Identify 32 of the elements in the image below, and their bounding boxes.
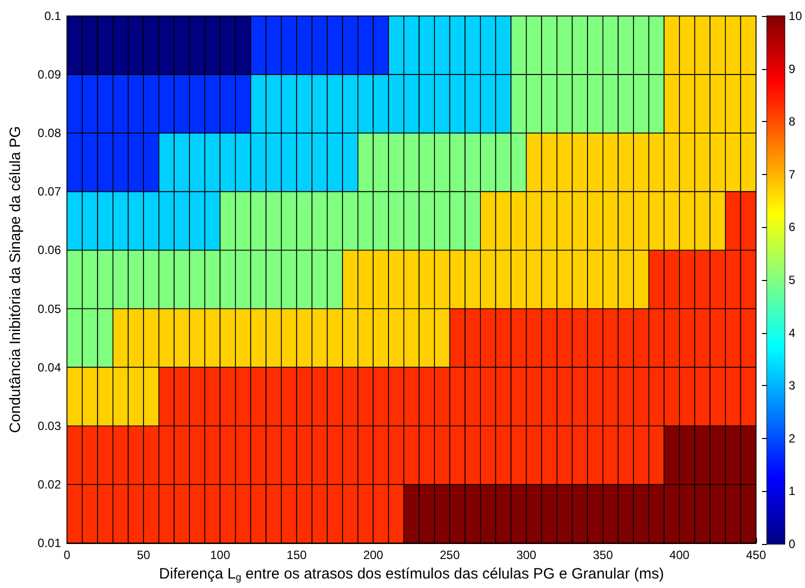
y-tick-label: 0.07: [38, 184, 62, 199]
color-bar-label: 7: [788, 167, 796, 182]
y-tick-label: 0.01: [38, 536, 62, 550]
color-bar-label: 6: [788, 220, 796, 234]
color-bar-label: 2: [788, 431, 796, 446]
color-bar-label: 9: [788, 62, 796, 76]
x-tick-label: 100: [210, 548, 230, 562]
x-tick-label: 50: [136, 548, 151, 562]
color-bar-label: 1: [788, 484, 796, 498]
color-bar-label: 10: [788, 9, 802, 23]
y-tick-label: 0.08: [38, 126, 62, 140]
y-tick-label: 0.09: [38, 68, 62, 82]
x-tick-label: 350: [592, 548, 614, 562]
color-bar-label: 4: [788, 326, 796, 340]
x-tick-label: 200: [363, 548, 384, 562]
y-tick-label: 0.02: [38, 477, 62, 492]
color-bar-label: 5: [788, 273, 796, 287]
color-bar-label: 3: [788, 378, 796, 393]
y-axis-title: Condutância Inibitória da Sinape da célula PG: [7, 126, 24, 433]
x-tick-label: 250: [440, 548, 460, 562]
color-bar-label: 8: [788, 114, 796, 129]
x-tick-label: 0: [64, 548, 71, 562]
y-tick-label: 0.03: [38, 418, 62, 433]
x-tick-label: 450: [746, 548, 766, 562]
y-tick-label: 0.04: [38, 360, 62, 374]
x-tick-label: 150: [286, 548, 307, 562]
x-tick-label: 300: [516, 548, 537, 562]
y-tick-label: 0.05: [38, 302, 62, 316]
x-tick-label: 400: [669, 548, 690, 562]
color-bar-label: 0: [788, 537, 796, 551]
y-tick-label: 0.1: [44, 9, 62, 23]
y-tick-label: 0.06: [38, 243, 62, 258]
